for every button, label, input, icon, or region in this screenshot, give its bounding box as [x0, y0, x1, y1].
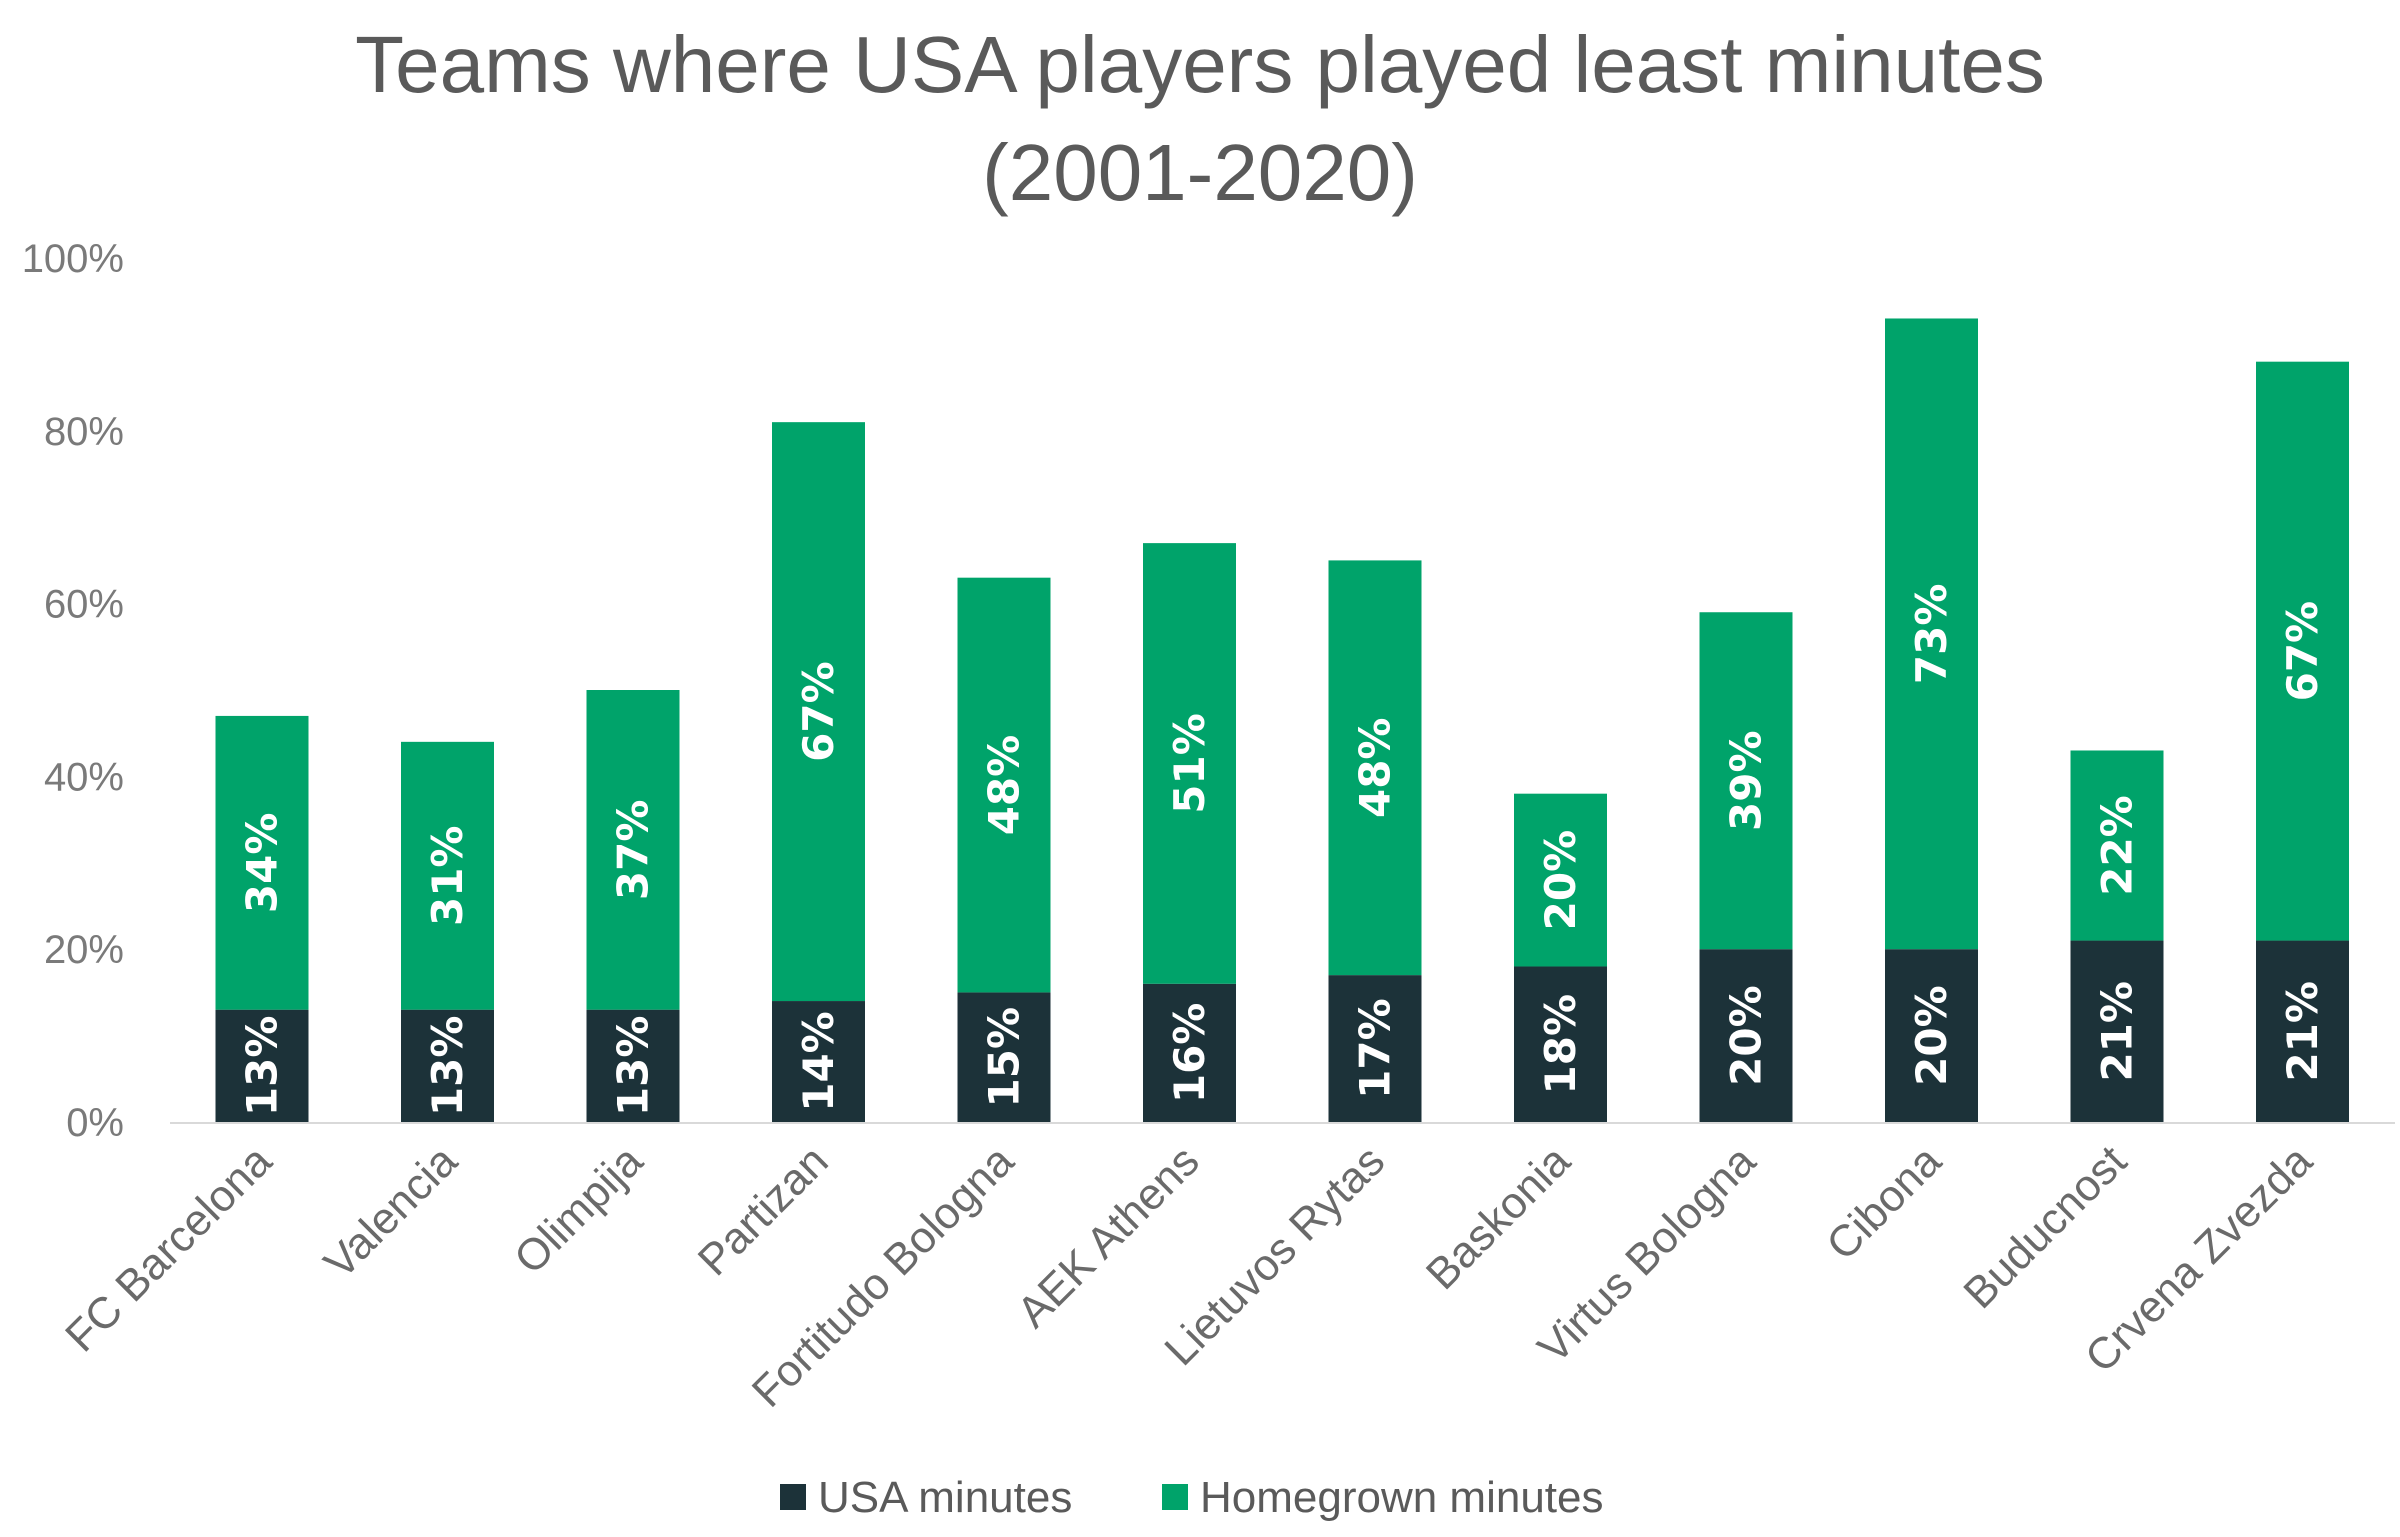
bar-usa [957, 992, 1051, 1122]
data-label: 16% [1165, 1003, 1214, 1104]
bar-homegrown [1514, 793, 1607, 967]
bar-homegrown [1885, 318, 1978, 950]
legend-label: Homegrown minutes [1200, 1473, 1604, 1522]
legend-swatch [780, 1484, 806, 1510]
bar-homegrown [957, 577, 1051, 993]
data-label: 73% [1907, 584, 1956, 685]
bar-homegrown [215, 715, 309, 1010]
bar-homegrown [586, 690, 680, 1010]
y-tick-label: 40% [44, 755, 124, 799]
data-label: 31% [423, 825, 472, 926]
y-tick-label: 80% [44, 410, 124, 454]
y-tick-label: 0% [66, 1101, 124, 1145]
x-tick-label: Baskonia [1417, 1136, 1580, 1299]
x-tick-label: FC Barcelona [56, 1136, 281, 1361]
bar-usa [1699, 949, 1793, 1122]
bar-usa [1143, 983, 1236, 1122]
data-label: 20% [1907, 985, 1956, 1086]
data-label: 18% [1536, 994, 1585, 1095]
y-tick-label: 100% [22, 237, 124, 281]
data-label: 13% [423, 1016, 472, 1117]
data-label: 67% [2278, 601, 2327, 702]
bar-usa [772, 1001, 865, 1122]
data-label: 34% [238, 813, 287, 914]
bar-homegrown [772, 422, 865, 1002]
bar-homegrown [1699, 612, 1793, 950]
data-label: 13% [238, 1016, 287, 1117]
bar-homegrown [401, 741, 494, 1010]
data-label: 20% [1536, 830, 1585, 931]
data-label: 13% [609, 1016, 658, 1117]
legend-label: USA minutes [818, 1473, 1072, 1522]
x-tick-label: Valencia [315, 1136, 467, 1288]
data-label: 51% [1165, 713, 1214, 814]
data-label: 20% [1722, 985, 1771, 1086]
bar-usa [215, 1009, 309, 1122]
x-tick-label: Olimpija [505, 1136, 652, 1283]
x-tick-label: AEK Athens [1008, 1136, 1209, 1337]
y-tick-label: 60% [44, 583, 124, 627]
data-label: 21% [2093, 981, 2142, 1082]
bar-homegrown [1328, 560, 1422, 976]
data-label: 48% [1351, 717, 1400, 818]
bar-usa [1514, 966, 1607, 1122]
y-axis: 0% 20% 40% 60% 80% 100% [22, 237, 124, 1145]
bars: 13% 34% 13% 31% 13% 37% 14% 67% 15% 48% 16% 51% 17% 4… [215, 318, 2349, 1122]
y-tick-label: 20% [44, 928, 124, 972]
data-label: 39% [1722, 730, 1771, 831]
legend: USA minutes Homegrown minutes [780, 1473, 1604, 1522]
bar-usa [401, 1009, 494, 1122]
bar-homegrown [2070, 750, 2164, 941]
bar-usa [1885, 949, 1978, 1122]
bar-usa [586, 1009, 680, 1122]
data-label: 48% [980, 735, 1029, 836]
bar-homegrown [2256, 361, 2349, 941]
x-tick-label: Cibona [1817, 1136, 1951, 1270]
bar-homegrown [1143, 543, 1236, 984]
x-tick-label: Buducnost [1954, 1136, 2136, 1318]
chart-title-line-1: Teams where USA players played least min… [355, 20, 2045, 109]
data-label: 37% [609, 800, 658, 901]
data-label: 21% [2278, 981, 2327, 1082]
bar-usa [1328, 975, 1422, 1122]
data-label: 15% [980, 1007, 1029, 1108]
x-axis: FC Barcelona Valencia Olimpija PartizanFort… [56, 1122, 2395, 1417]
bar-usa [2256, 940, 2349, 1122]
chart-title-line-2: (2001-2020) [982, 128, 1418, 217]
x-tick-label: Partizan [689, 1136, 838, 1285]
data-label: 67% [794, 661, 843, 762]
bar-usa [2070, 940, 2164, 1122]
data-label: 14% [794, 1011, 843, 1112]
legend-swatch [1162, 1484, 1188, 1510]
data-label: 17% [1351, 998, 1400, 1099]
data-label: 22% [2093, 795, 2142, 896]
